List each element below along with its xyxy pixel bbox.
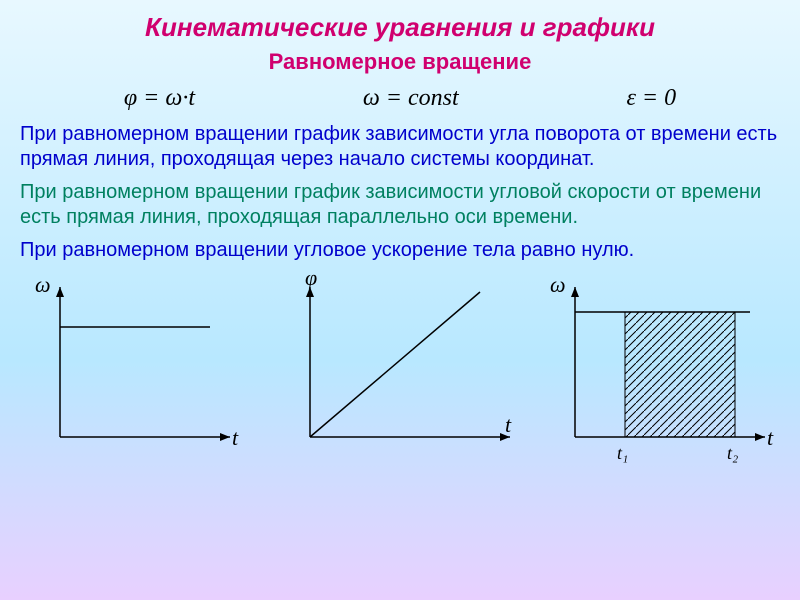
svg-text:t₁: t₁ xyxy=(617,443,628,463)
equations-row: φ = ω·t ω = const ε = 0 xyxy=(0,75,800,116)
paragraph-2-text: При равномерном вращении график зависимо… xyxy=(20,181,761,228)
svg-text:t: t xyxy=(505,412,512,437)
svg-text:t₂: t₂ xyxy=(727,443,738,463)
paragraph-2: При равномерном вращении график зависимо… xyxy=(0,174,800,232)
equation-1: φ = ω·t xyxy=(124,85,195,112)
paragraph-3-text: При равномерном вращении угловое ускорен… xyxy=(20,239,634,261)
svg-text:φ: φ xyxy=(305,267,317,290)
svg-text:ω: ω xyxy=(550,272,566,297)
page-subtitle: Равномерное вращение xyxy=(0,43,800,75)
paragraph-1-text: При равномерном вращении график зависимо… xyxy=(20,123,777,170)
paragraph-3: При равномерном вращении угловое ускорен… xyxy=(0,232,800,265)
title-text: Кинематические уравнения и графики xyxy=(145,12,655,42)
equation-3: ε = 0 xyxy=(626,85,676,112)
graph-phi-t: φt xyxy=(280,267,520,472)
equation-2: ω = const xyxy=(363,85,459,112)
subtitle-text: Равномерное вращение xyxy=(269,49,532,74)
svg-text:t: t xyxy=(232,425,239,450)
page-title: Кинематические уравнения и графики xyxy=(0,0,800,43)
paragraph-1: При равномерном вращении график зависимо… xyxy=(0,116,800,174)
graph-omega-area: ω t t₁ t₂ xyxy=(540,267,780,472)
graphs-row: ωt φt ωtt₁t₂ xyxy=(0,265,800,472)
svg-text:ω: ω xyxy=(35,272,51,297)
graph-omega-t: ωt xyxy=(20,267,260,472)
svg-text:t: t xyxy=(767,425,774,450)
